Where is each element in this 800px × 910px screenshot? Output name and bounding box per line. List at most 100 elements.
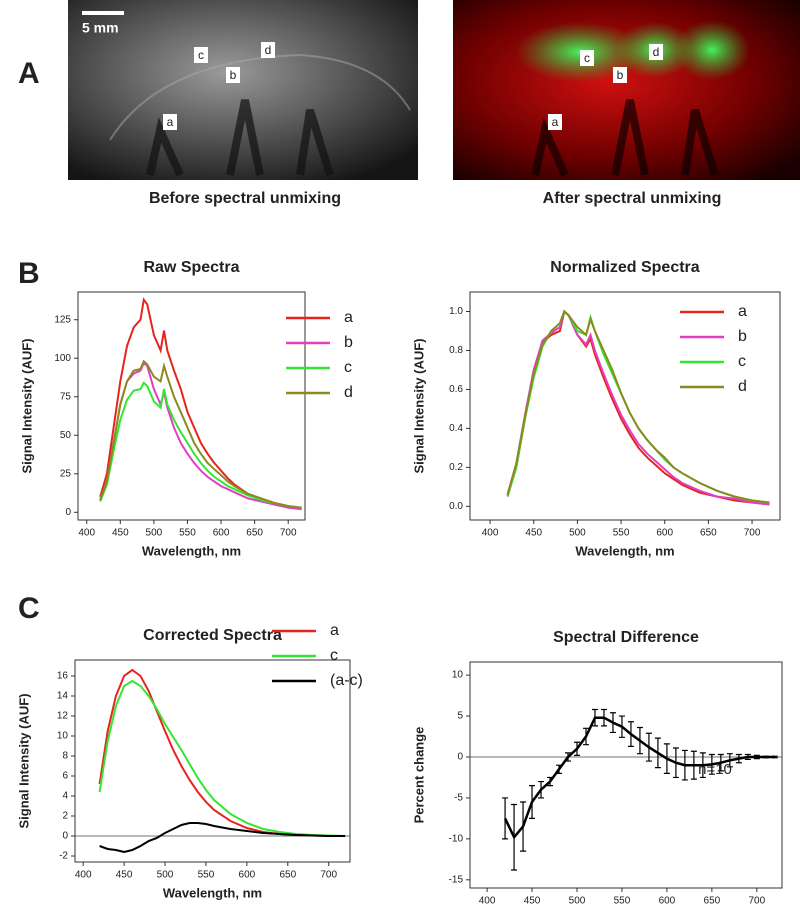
x-tick-label: 400 [78, 528, 95, 539]
error-bar [753, 754, 760, 760]
error-bar [538, 780, 545, 799]
y-tick-label: 50 [60, 430, 72, 441]
y-tick-label: 0.2 [449, 462, 463, 473]
error-bar [547, 776, 554, 787]
error-bar [717, 753, 724, 772]
y-axis-label: Signal Intensity (AUF) [16, 693, 31, 828]
y-tick-label: -5 [454, 793, 463, 804]
legend-label: a [738, 303, 747, 320]
x-axis-label: Wavelength, nm [142, 543, 241, 558]
error-bar [582, 727, 589, 746]
y-tick-label: -15 [449, 874, 464, 885]
y-tick-label: 2 [62, 811, 68, 822]
y-tick-label: 0 [65, 507, 71, 518]
y-tick-label: 1.0 [449, 306, 463, 317]
error-bar [511, 803, 518, 871]
legend-label: d [738, 378, 747, 395]
x-tick-label: 600 [239, 870, 256, 881]
x-tick-label: 550 [179, 528, 196, 539]
series-line [99, 359, 302, 509]
image-label-box [163, 114, 177, 130]
image-label-box [548, 114, 562, 130]
x-tick-label: 500 [569, 528, 586, 539]
x-tick-label: 400 [479, 896, 496, 905]
image-label: a [167, 115, 174, 129]
error-bar [771, 755, 778, 759]
error-bar [672, 747, 679, 779]
image-caption: After spectral unmixing [543, 190, 722, 207]
error-bar [609, 712, 616, 734]
error-bar [699, 752, 706, 779]
image-after [453, 0, 800, 180]
plot-frame [74, 659, 351, 863]
y-tick-label: 25 [60, 468, 72, 479]
y-tick-label: 14 [57, 691, 69, 702]
legend-label: a [344, 309, 353, 326]
annotation: n=10 [698, 761, 732, 778]
error-bar [744, 753, 751, 761]
x-tick-label: 500 [146, 528, 163, 539]
image-label: c [584, 51, 590, 65]
error-bar [726, 753, 733, 768]
y-tick-label: 12 [57, 711, 69, 722]
image-label: d [653, 45, 660, 59]
y-tick-label: 125 [54, 314, 71, 325]
x-tick-label: 600 [659, 896, 676, 905]
error-bar [573, 741, 580, 756]
series-line [506, 309, 770, 504]
x-tick-label: 700 [748, 896, 765, 905]
image-label: b [617, 68, 624, 82]
image-label: c [198, 48, 204, 62]
image-label: a [552, 115, 559, 129]
x-axis-label: Wavelength, nm [575, 543, 674, 558]
series-line [99, 381, 302, 509]
error-bar [600, 708, 607, 727]
y-tick-label: 10 [452, 670, 464, 681]
legend-label: c [330, 647, 338, 664]
panel-label: B [18, 257, 40, 290]
y-tick-label: 0 [62, 831, 68, 842]
series-line [506, 309, 770, 504]
legend-label: b [738, 328, 747, 345]
x-tick-label: 550 [613, 528, 630, 539]
x-tick-label: 600 [656, 528, 673, 539]
error-bar [502, 797, 509, 840]
image-label-box [226, 67, 240, 83]
y-tick-label: 10 [57, 731, 69, 742]
y-tick-label: 75 [60, 391, 72, 402]
error-bar [520, 801, 527, 852]
y-tick-label: 5 [457, 711, 463, 722]
x-tick-label: 550 [198, 870, 215, 881]
x-tick-label: 450 [525, 528, 542, 539]
error-bar [762, 755, 769, 759]
y-tick-label: 8 [62, 751, 68, 762]
y-axis-label: Signal Intensity (AUF) [19, 338, 34, 473]
plot-frame [77, 291, 306, 521]
y-axis-label: Signal Intensity (AUF) [411, 338, 426, 473]
error-bar [591, 708, 598, 727]
y-tick-label: 16 [57, 671, 69, 682]
legend-label: d [344, 384, 353, 401]
panel-label: A [18, 57, 40, 90]
image-before [68, 0, 418, 180]
error-bar [681, 749, 688, 781]
x-tick-label: 600 [213, 528, 230, 539]
y-tick-label: -10 [449, 834, 464, 845]
green-region [674, 20, 750, 80]
series-line [98, 668, 346, 837]
image-label-box [613, 67, 627, 83]
x-tick-label: 650 [246, 528, 263, 539]
panel-label: C [18, 592, 40, 625]
plot-frame [469, 291, 781, 521]
legend-label: c [738, 353, 746, 370]
y-axis-label: Percent change [411, 727, 426, 824]
x-tick-label: 650 [704, 896, 721, 905]
x-tick-label: 450 [112, 528, 129, 539]
image-label-box [194, 47, 208, 63]
x-tick-label: 700 [744, 528, 761, 539]
error-bar [529, 785, 536, 819]
series-line [99, 361, 302, 511]
error-bar [565, 752, 572, 762]
image-label-box [580, 50, 594, 66]
